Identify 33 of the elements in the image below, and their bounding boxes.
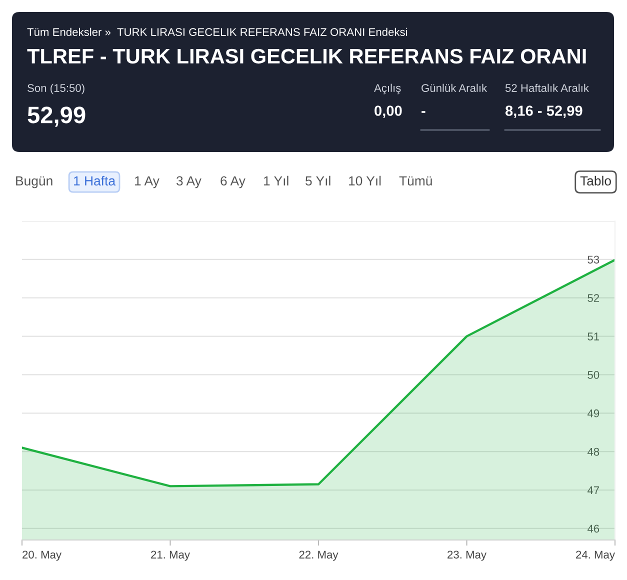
text: 1 Ay bbox=[135, 176, 160, 188]
x-tick-label: 23. May bbox=[448, 550, 486, 561]
y-tick-label: 48 bbox=[587, 448, 600, 456]
y-tick-label: 53 bbox=[588, 256, 600, 264]
y-tick-label: 51 bbox=[588, 332, 600, 340]
text: Tümü bbox=[399, 176, 432, 186]
x-tick-label: 21. May bbox=[151, 550, 190, 561]
text: 52,99 bbox=[28, 106, 86, 127]
text: Son (15:50) bbox=[28, 84, 84, 94]
text: Açılış bbox=[374, 84, 401, 94]
text: Bugün bbox=[16, 176, 52, 188]
text: 10 Yıl bbox=[349, 176, 381, 186]
text: Günlük Aralık bbox=[422, 84, 488, 92]
y-tick-label: 52 bbox=[588, 294, 600, 302]
text: 1 Yıl bbox=[264, 176, 288, 186]
x-tick-label: 20. May bbox=[22, 550, 62, 561]
text: 6 Ay bbox=[220, 176, 246, 188]
text: 1 Hafta bbox=[74, 176, 116, 186]
x-tick-label: 22. May bbox=[299, 550, 338, 561]
chart-title: TLREF - TURK LIRASI GECELIK REFERANS FAIZ ORANI bbox=[27, 48, 586, 64]
text: - bbox=[422, 111, 426, 113]
y-tick-label: 46 bbox=[587, 524, 600, 533]
text: 3 Ay bbox=[176, 176, 202, 188]
y-tick-label: 47 bbox=[587, 486, 600, 494]
text: 52 Haftalık Aralık bbox=[505, 84, 590, 92]
text: 8,16 - 52,99 bbox=[505, 106, 582, 118]
text: 0,00 bbox=[374, 106, 402, 118]
chart-subtitle: Tüm Endeksler » TURK LIRASI GECELIK REFERANS FAIZ ORANI Endeksi bbox=[27, 28, 408, 36]
y-tick-label: 50 bbox=[588, 371, 600, 379]
x-tick-label: 24. May bbox=[576, 550, 615, 561]
text: Tablo bbox=[580, 176, 611, 186]
text: 5 Yıl bbox=[306, 176, 330, 186]
y-tick-label: 49 bbox=[587, 409, 600, 418]
